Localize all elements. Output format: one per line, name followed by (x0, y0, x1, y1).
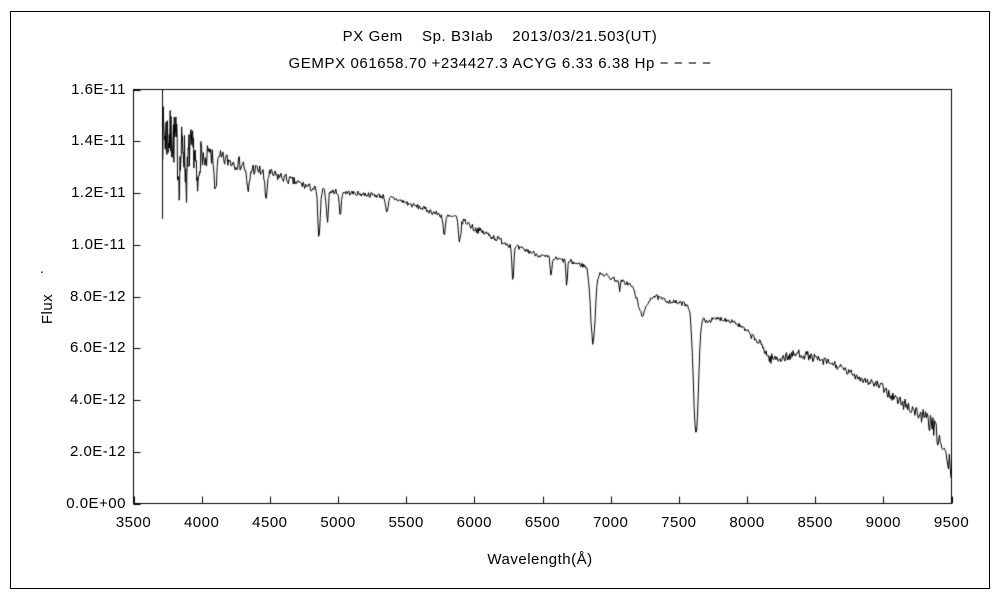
x-tick-label: 6000 (456, 514, 493, 531)
x-tick-label: 6500 (524, 514, 561, 531)
x-tick-label: 5500 (388, 514, 424, 531)
y-tick-label: 8.0E-12 (69, 287, 126, 305)
x-tick-label: 7500 (661, 514, 697, 531)
x-tick-label: 9000 (865, 514, 902, 531)
x-tick-label: 8500 (797, 514, 833, 531)
x-axis-label: Wavelength(Å) (487, 551, 593, 568)
y-axis-label: Flux (39, 293, 56, 325)
y-tick-label: 2.0E-12 (69, 442, 126, 460)
y-tick-label: 1.2E-11 (71, 184, 126, 201)
x-tick-label: 5000 (320, 514, 356, 531)
x-tick-label: 9500 (933, 514, 970, 531)
x-tick-label: 3500 (115, 514, 152, 531)
x-tick-label: 4500 (252, 514, 288, 531)
x-tick-label: 7000 (592, 514, 629, 531)
y-tick-label: 1.4E-11 (71, 132, 126, 150)
y-tick-label: 0.0E+00 (66, 494, 126, 512)
stray-dot: . (40, 260, 44, 276)
y-tick-label: 4.0E-12 (69, 391, 126, 408)
x-tick-label: 8000 (729, 514, 765, 531)
y-tick-label: 1.0E-11 (71, 235, 126, 253)
y-tick-label: 1.6E-11 (71, 80, 126, 98)
x-tick-label: 4000 (183, 514, 220, 531)
y-tick-label: 6.0E-12 (69, 339, 126, 357)
